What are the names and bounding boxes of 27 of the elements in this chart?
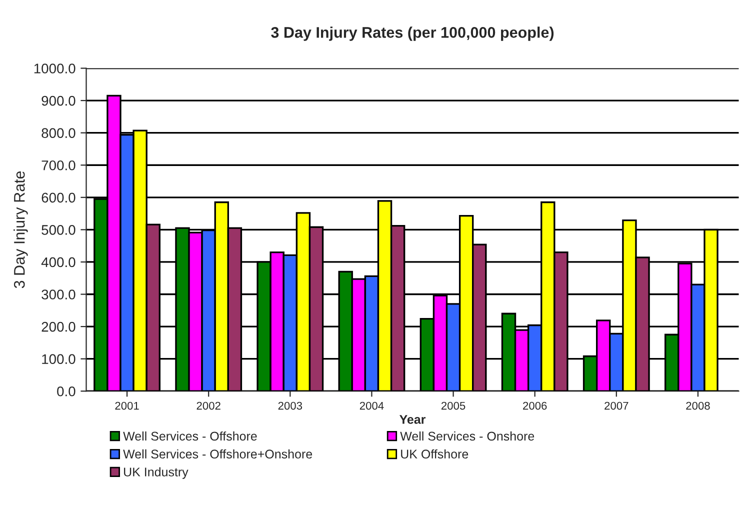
x-tick-label: 2006 — [523, 402, 547, 410]
legend-label: Well Services - Onshore — [400, 431, 534, 441]
legend-label: Well Services - Offshore — [123, 431, 257, 441]
y-tick-label: 200.0 — [42, 322, 76, 332]
legend-label: Well Services - Offshore+Onshore — [123, 449, 312, 459]
y-tick-label: 800.0 — [42, 128, 76, 138]
y-tick-label: 900.0 — [42, 96, 76, 106]
y-tick-label: 400.0 — [41, 257, 76, 268]
y-tick-label: 600.0 — [42, 192, 76, 203]
y-tick-label: 700.0 — [42, 160, 76, 170]
x-tick-label: 2003 — [278, 402, 302, 410]
y-axis-title: 3 Day Injury Rate — [14, 171, 28, 288]
x-tick-label: 2001 — [115, 402, 139, 410]
y-tick-label: 0.0 — [57, 386, 76, 396]
x-tick-label: 2004 — [360, 402, 384, 410]
x-tick-label: 2002 — [196, 402, 220, 410]
chart-title: 3 Day Injury Rates (per 100,000 people) — [271, 26, 554, 41]
x-axis-title: Year — [400, 415, 426, 424]
y-tick-label: 100.0 — [42, 354, 76, 364]
x-tick-label: 2008 — [686, 402, 710, 410]
y-tick-label: 300.0 — [42, 290, 76, 300]
x-tick-label: 2005 — [441, 402, 466, 410]
y-tick-label: 500.0 — [42, 225, 76, 235]
y-tick-label: 1000.0 — [34, 64, 76, 74]
legend-label: UK Offshore — [401, 449, 468, 459]
legend-label: UK Industry — [124, 467, 188, 479]
x-tick-label: 2007 — [604, 402, 628, 410]
